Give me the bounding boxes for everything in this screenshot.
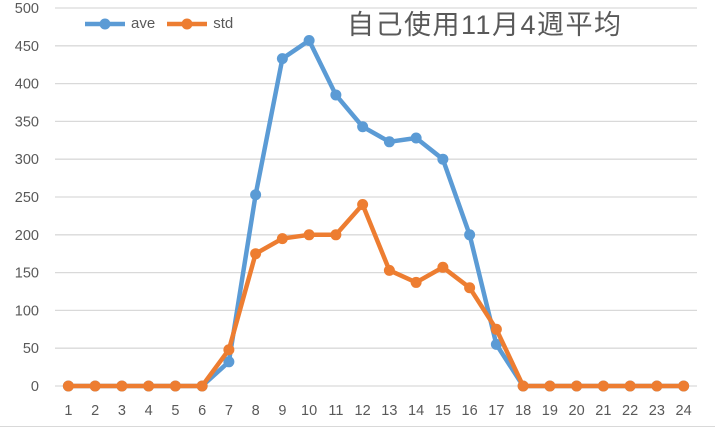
data-point-ave-14[interactable] [410, 132, 422, 144]
x-axis-tick-label: 2 [91, 403, 99, 419]
x-axis-tick-label: 9 [278, 403, 286, 419]
data-point-ave-11[interactable] [330, 89, 342, 101]
data-point-std-16[interactable] [464, 282, 476, 294]
series-line-ave[interactable] [66, 38, 686, 389]
data-point-std-20[interactable] [571, 380, 583, 392]
x-axis-tick-label: 7 [225, 403, 233, 419]
data-point-ave-7[interactable] [223, 356, 235, 368]
x-axis-tick-label: 24 [676, 403, 692, 419]
data-point-std-8[interactable] [250, 248, 262, 260]
data-point-std-15[interactable] [437, 261, 449, 273]
data-point-std-11[interactable] [330, 229, 342, 241]
legend-item-ave[interactable]: ave [83, 15, 155, 32]
x-axis-tick-label: 17 [488, 403, 504, 419]
y-axis-tick-label: 300 [15, 152, 39, 168]
x-axis-tick-label: 20 [569, 403, 585, 419]
data-point-ave-8[interactable] [250, 189, 262, 201]
data-point-ave-12[interactable] [357, 121, 369, 133]
x-axis-tick-label: 10 [301, 403, 317, 419]
x-axis-tick-label: 21 [595, 403, 611, 419]
data-point-std-14[interactable] [410, 276, 422, 288]
data-point-ave-10[interactable] [303, 35, 315, 47]
x-axis-tick-label: 11 [328, 403, 343, 419]
data-point-std-17[interactable] [490, 323, 502, 335]
data-point-std-4[interactable] [143, 380, 155, 392]
y-axis-tick-label: 100 [15, 303, 39, 319]
legend-item-std[interactable]: std [165, 15, 233, 32]
data-point-std-3[interactable] [116, 380, 128, 392]
x-axis-tick-label: 3 [118, 403, 126, 419]
data-point-std-18[interactable] [517, 380, 529, 392]
legend-label-std: std [213, 15, 234, 32]
x-axis-tick-label: 6 [198, 403, 206, 419]
data-point-ave-16[interactable] [464, 229, 476, 241]
y-axis-tick-label: 250 [15, 190, 39, 206]
y-axis-tick-label: 500 [15, 1, 39, 17]
legend-marker-std-icon [167, 18, 208, 29]
x-axis-tick-label: 1 [64, 403, 72, 419]
data-point-std-23[interactable] [651, 380, 663, 392]
data-point-std-21[interactable] [597, 380, 609, 392]
data-point-std-5[interactable] [169, 380, 181, 392]
y-axis-tick-label: 200 [15, 228, 39, 244]
data-point-std-9[interactable] [276, 233, 288, 245]
data-point-std-1[interactable] [62, 380, 74, 392]
chart-legend: ave std [83, 15, 233, 32]
y-axis-tick-label: 0 [31, 379, 39, 395]
x-axis-tick-label: 18 [515, 403, 531, 419]
data-point-ave-13[interactable] [383, 136, 395, 148]
data-point-std-7[interactable] [223, 344, 235, 356]
chart-title[interactable]: 自己使用11月4週平均 [347, 10, 623, 40]
data-point-std-19[interactable] [544, 380, 556, 392]
y-axis-tick-label: 350 [15, 114, 39, 130]
y-axis-tick-label: 150 [15, 266, 39, 282]
data-point-std-10[interactable] [303, 229, 315, 241]
series-line-std[interactable] [66, 202, 686, 389]
x-axis-tick-label: 4 [145, 403, 153, 419]
data-point-std-12[interactable] [357, 199, 369, 211]
x-axis-tick-label: 15 [435, 403, 451, 419]
x-axis-tick-label: 16 [462, 403, 478, 419]
legend-label-ave: ave [131, 15, 156, 32]
legend-marker-ave-icon [85, 18, 125, 29]
data-point-ave-17[interactable] [490, 338, 502, 350]
x-axis-tick-label: 23 [649, 403, 665, 419]
data-point-std-6[interactable] [196, 380, 208, 392]
x-axis-tick-label: 5 [171, 403, 179, 419]
data-point-ave-15[interactable] [437, 153, 449, 165]
chart-border-bottom [0, 426, 715, 427]
y-axis-tick-label: 450 [15, 39, 39, 55]
data-point-std-2[interactable] [89, 380, 101, 392]
x-axis-tick-label: 22 [622, 403, 638, 419]
data-point-std-22[interactable] [624, 380, 636, 392]
x-axis-tick-label: 14 [408, 403, 424, 419]
y-axis-tick-label: 50 [23, 341, 39, 357]
y-axis-tick-label: 400 [15, 77, 39, 93]
x-axis-tick-label: 19 [542, 403, 558, 419]
data-point-std-13[interactable] [383, 264, 395, 276]
x-axis-tick-label: 12 [355, 403, 371, 419]
data-point-std-24[interactable] [678, 380, 690, 392]
x-axis-tick-label: 13 [381, 403, 397, 419]
x-axis-tick-label: 8 [252, 403, 260, 419]
data-point-ave-9[interactable] [276, 53, 288, 65]
